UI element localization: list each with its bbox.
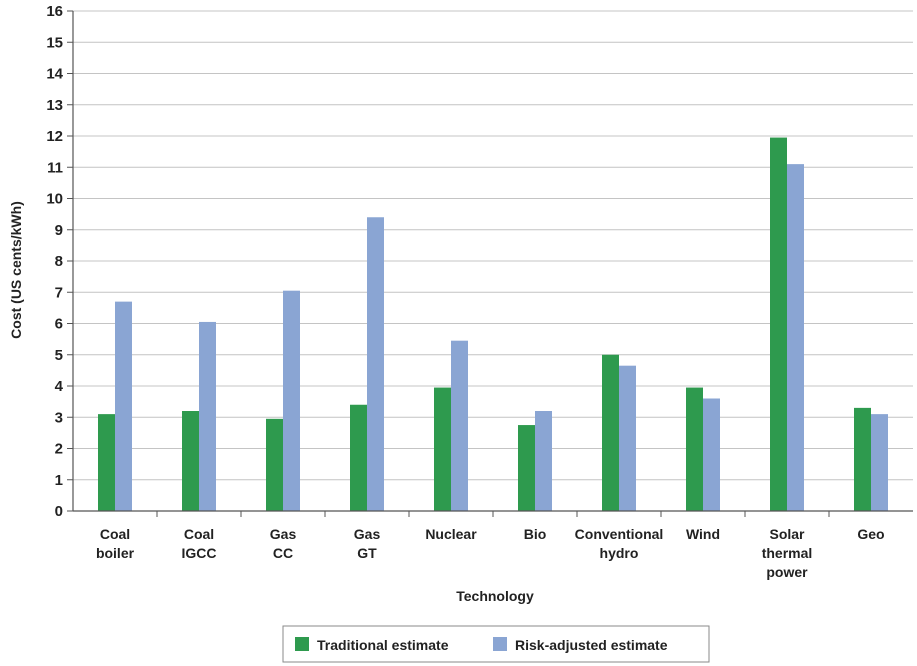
y-tick-label: 6 (55, 316, 63, 333)
bar-risk-adjusted (871, 414, 888, 511)
x-category-labels: Coal boiler Coal IGCC Gas CC Gas GT Nuclear Bio Co… (96, 511, 885, 580)
y-tick-label: 7 (55, 284, 63, 301)
bar-risk-adjusted (535, 411, 552, 511)
bar-risk-adjusted (283, 290, 300, 511)
x-category-label: Conventional hydro (575, 526, 664, 561)
y-tick-label: 16 (46, 3, 63, 20)
legend: Traditional estimate Risk-adjusted estima… (282, 625, 710, 663)
y-tick-label: 14 (46, 66, 63, 83)
x-axis-title: Technology (456, 588, 534, 604)
bar-traditional (602, 354, 619, 511)
y-tick-label: 3 (55, 409, 63, 426)
bars (98, 137, 888, 511)
y-tick-label: 10 (46, 191, 63, 208)
x-category-label: Nuclear (425, 526, 477, 542)
bar-risk-adjusted (367, 217, 384, 511)
y-tick-label: 12 (46, 128, 63, 145)
legend-label: Traditional estimate (317, 637, 449, 653)
x-category-label: Gas GT (354, 526, 381, 561)
y-tick-label: 2 (55, 441, 63, 458)
y-tick-label: 11 (47, 159, 63, 176)
x-category-label: Coal IGCC (182, 526, 217, 561)
y-tick-label: 8 (55, 253, 63, 270)
bar-traditional (434, 387, 451, 511)
bar-traditional (770, 137, 787, 511)
y-tick-label: 4 (55, 378, 64, 395)
bar-traditional (854, 407, 871, 511)
y-tick-label: 5 (55, 347, 63, 364)
bar-risk-adjusted (199, 321, 216, 511)
bar-risk-adjusted (787, 164, 804, 511)
bar-traditional (182, 411, 199, 511)
x-category-label: Wind (686, 526, 720, 542)
bar-traditional (518, 425, 535, 511)
bar-traditional (350, 404, 367, 511)
legend-swatch (493, 637, 507, 651)
y-tick-label: 13 (46, 97, 63, 114)
y-tick-label: 15 (46, 34, 63, 51)
bar-traditional (686, 387, 703, 511)
x-category-label: Coal boiler (96, 526, 135, 561)
y-axis-title: Cost (US cents/kWh) (8, 201, 24, 339)
x-category-label: Gas CC (270, 526, 297, 561)
x-category-label: Geo (857, 526, 884, 542)
legend-label: Risk-adjusted estimate (515, 637, 668, 653)
legend-swatch (295, 637, 309, 651)
bar-traditional (266, 418, 283, 511)
x-category-label: Solar thermal power (762, 526, 813, 580)
bar-risk-adjusted (451, 340, 468, 511)
y-tick-label: 1 (55, 472, 63, 489)
bar-risk-adjusted (703, 398, 720, 511)
bar-risk-adjusted (619, 365, 636, 511)
bar-traditional (98, 414, 115, 511)
bar-risk-adjusted (115, 301, 132, 511)
y-tick-label: 0 (55, 503, 63, 520)
y-tick-label: 9 (55, 222, 63, 239)
x-category-label: Bio (524, 526, 547, 542)
